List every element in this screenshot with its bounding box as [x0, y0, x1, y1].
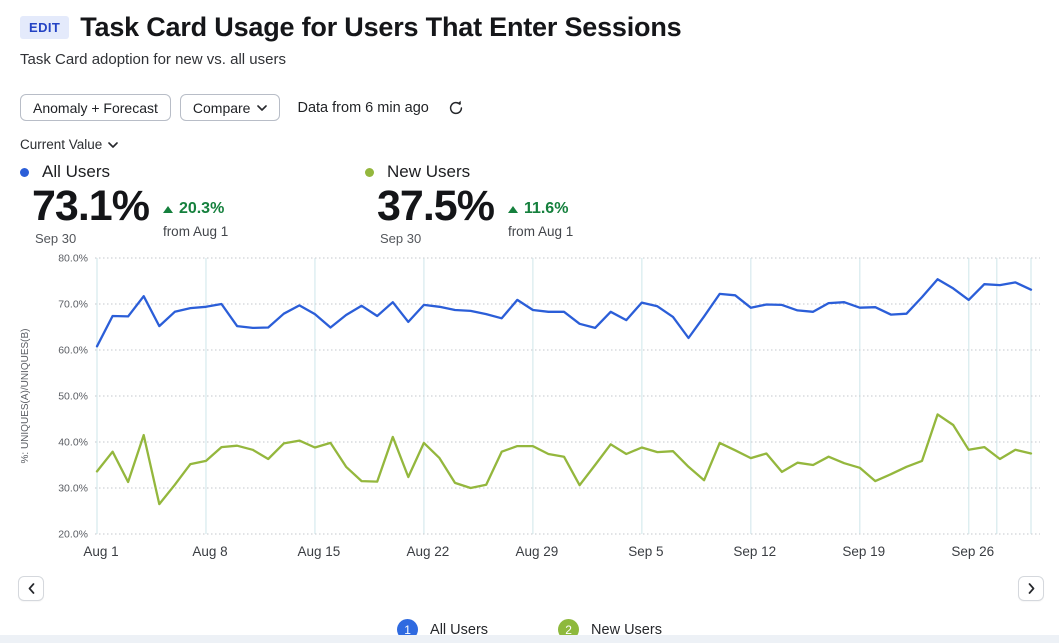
series-color-dot — [365, 167, 374, 177]
svg-text:Aug 15: Aug 15 — [298, 544, 341, 559]
metric-date: Sep 30 — [380, 231, 422, 247]
metric-change-from: from Aug 1 — [162, 224, 229, 239]
chart-legend: 1 All Users 2 New Users — [0, 619, 1059, 641]
legend-item-new-users[interactable]: 2 New Users — [558, 619, 662, 641]
svg-text:60.0%: 60.0% — [58, 345, 88, 357]
anomaly-forecast-button[interactable]: Anomaly + Forecast — [20, 94, 171, 121]
line-chart-plot[interactable]: 80.0% 70.0% 60.0% 50.0% 40.0% 30.0% 20.0% %: UN… — [0, 248, 1059, 563]
legend-badge: 2 — [558, 619, 580, 641]
metric-name: New Users — [387, 162, 471, 181]
svg-text:70.0%: 70.0% — [58, 299, 88, 311]
chevron-left-icon — [28, 583, 34, 594]
subtitle: Task Card adoption for new vs. all users — [20, 51, 286, 68]
trend-up-icon — [507, 205, 518, 213]
value-mode-label: Current Value — [20, 137, 103, 152]
value-mode-dropdown[interactable]: Current Value — [20, 137, 119, 152]
metric-value: 37.5% — [377, 182, 495, 230]
scroll-right-button[interactable] — [1018, 576, 1044, 602]
metric-change: 11.6% — [523, 200, 569, 217]
metric-all-users: All Users 73.1% Sep 30 20.3% from Aug 1 — [20, 162, 365, 246]
metric-value: 73.1% — [32, 182, 150, 230]
metric-summaries: All Users 73.1% Sep 30 20.3% from Aug 1 — [20, 162, 1059, 246]
scroll-left-button[interactable] — [18, 576, 44, 602]
anomaly-forecast-label: Anomaly + Forecast — [33, 99, 158, 116]
toolbar: Anomaly + Forecast Compare Data from 6 m… — [20, 94, 1059, 121]
svg-text:Sep 26: Sep 26 — [951, 544, 994, 559]
data-freshness-text: Data from 6 min ago — [297, 99, 429, 116]
trend-up-icon — [162, 205, 173, 213]
legend-label: New Users — [591, 621, 662, 638]
chevron-right-icon — [1028, 583, 1034, 594]
series-color-dot — [20, 167, 29, 177]
chart-pager — [0, 576, 1059, 602]
metric-new-users: New Users 37.5% Sep 30 11.6% from Aug 1 — [365, 162, 710, 246]
svg-text:Sep 12: Sep 12 — [733, 544, 776, 559]
svg-text:50.0%: 50.0% — [58, 391, 88, 403]
svg-text:80.0%: 80.0% — [58, 253, 88, 265]
svg-text:Aug 29: Aug 29 — [515, 544, 558, 559]
svg-text:%: UNIQUES(A)/UNIQUES(B): %: UNIQUES(A)/UNIQUES(B) — [20, 329, 31, 464]
svg-text:40.0%: 40.0% — [58, 437, 88, 449]
compare-button[interactable]: Compare — [179, 94, 281, 121]
chevron-down-icon — [257, 104, 268, 111]
metric-change-from: from Aug 1 — [507, 224, 574, 239]
svg-text:Sep 5: Sep 5 — [628, 544, 663, 559]
svg-text:30.0%: 30.0% — [58, 483, 88, 495]
page-title: Task Card Usage for Users That Enter Ses… — [80, 12, 682, 42]
metric-change: 20.3% — [178, 200, 225, 217]
chevron-down-icon — [108, 141, 119, 148]
svg-text:Aug 22: Aug 22 — [407, 544, 450, 559]
header: EDIT Task Card Usage for Users That Ente… — [0, 0, 1059, 68]
metric-name: All Users — [42, 162, 111, 181]
metric-date: Sep 30 — [35, 231, 77, 247]
refresh-icon[interactable] — [448, 100, 464, 116]
svg-text:Sep 19: Sep 19 — [842, 544, 885, 559]
svg-text:Aug 1: Aug 1 — [83, 544, 118, 559]
bottom-divider-strip — [0, 635, 1059, 643]
legend-badge: 1 — [397, 619, 419, 641]
svg-text:20.0%: 20.0% — [58, 529, 88, 541]
legend-item-all-users[interactable]: 1 All Users — [397, 619, 489, 641]
edit-badge[interactable]: EDIT — [20, 16, 70, 39]
svg-text:Aug 8: Aug 8 — [192, 544, 227, 559]
legend-label: All Users — [430, 621, 489, 638]
compare-label: Compare — [192, 99, 251, 116]
